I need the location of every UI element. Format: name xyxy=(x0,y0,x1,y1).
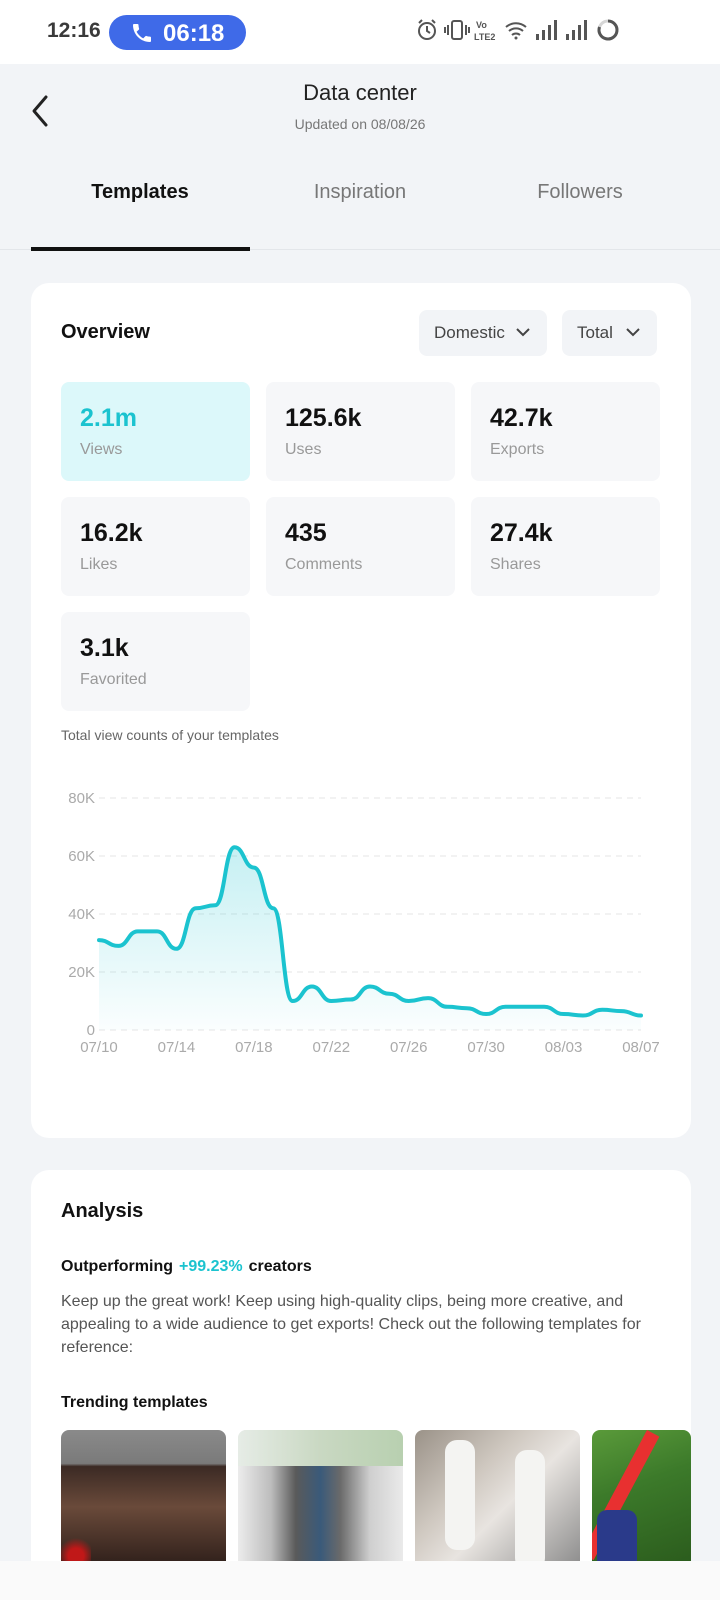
metric-label: Views xyxy=(80,441,123,458)
outperform-prefix: Outperforming xyxy=(61,1258,173,1275)
region-dropdown[interactable]: Domestic xyxy=(419,310,547,356)
signal-icon xyxy=(536,20,557,40)
page-title: Data center xyxy=(303,80,417,105)
x-tick-label: 07/30 xyxy=(467,1039,505,1056)
chevron-down-icon xyxy=(626,328,640,337)
metric-views[interactable]: 2.1m Views xyxy=(61,382,250,481)
trending-title: Trending templates xyxy=(61,1394,208,1411)
outperform-line: Outperforming +99.23% creators xyxy=(61,1258,312,1276)
outperform-percentage: +99.23% xyxy=(179,1258,243,1275)
analysis-text: Keep up the great work! Keep using high-… xyxy=(61,1293,641,1356)
tab-inspiration[interactable]: Inspiration xyxy=(313,181,407,203)
metric-value: 125.6k xyxy=(285,404,362,432)
analysis-title: Analysis xyxy=(61,1200,144,1222)
svg-text:Vo: Vo xyxy=(476,20,487,30)
updated-date: Updated on 08/08/26 xyxy=(294,116,426,132)
y-tick-label: 20K xyxy=(68,964,95,981)
overview-card: Overview Domestic Total 2.1m Views 125.6… xyxy=(31,283,691,1138)
tab-templates[interactable]: Templates xyxy=(91,181,189,203)
volte-icon: Vo LTE2 xyxy=(474,20,495,42)
overview-title: Overview xyxy=(61,321,150,343)
call-duration: 06:18 xyxy=(163,20,225,47)
metric-label: Comments xyxy=(285,556,363,573)
region-dropdown-label: Domestic xyxy=(434,323,505,342)
metric-label: Uses xyxy=(285,441,322,458)
metric-favorited[interactable]: 3.1k Favorited xyxy=(61,612,250,711)
x-tick-label: 07/22 xyxy=(313,1039,351,1056)
active-tab-indicator xyxy=(31,247,250,251)
page-header: Data center Updated on 08/08/26 Template… xyxy=(0,64,720,251)
metric-value: 3.1k xyxy=(80,634,129,662)
x-tick-label: 08/03 xyxy=(545,1039,583,1056)
trending-template-thumbnail[interactable] xyxy=(592,1430,691,1570)
outperform-suffix: creators xyxy=(248,1258,312,1275)
views-line-chart[interactable]: 0 20K 40K 60K 80K 07/10 07/14 07/18 07/22 07/26 0… xyxy=(31,783,691,1083)
trending-template-thumbnail[interactable] xyxy=(61,1430,226,1570)
metric-exports[interactable]: 42.7k Exports xyxy=(471,382,660,481)
analysis-card: Analysis Outperforming +99.23% creators Ke… xyxy=(31,1170,691,1600)
period-dropdown-label: Total xyxy=(577,323,613,342)
alarm-icon xyxy=(418,19,436,40)
y-tick-label: 40K xyxy=(68,906,95,923)
y-tick-label: 60K xyxy=(68,848,95,865)
metric-label: Likes xyxy=(80,556,118,573)
trending-template-thumbnail[interactable] xyxy=(238,1430,403,1570)
metric-label: Favorited xyxy=(80,671,147,688)
back-arrow-icon[interactable] xyxy=(26,91,56,131)
ongoing-call-pill[interactable]: 06:18 xyxy=(109,15,246,50)
metric-likes[interactable]: 16.2k Likes xyxy=(61,497,250,596)
chart-caption: Total view counts of your templates xyxy=(61,727,279,743)
chart-series-line xyxy=(97,845,643,1018)
metric-comments[interactable]: 435 Comments xyxy=(266,497,455,596)
metric-value: 42.7k xyxy=(490,404,553,432)
phone-icon xyxy=(133,24,151,42)
x-tick-label: 08/07 xyxy=(622,1039,660,1056)
x-tick-label: 07/10 xyxy=(80,1039,118,1056)
status-time: 12:16 xyxy=(47,19,101,42)
tab-followers[interactable]: Followers xyxy=(537,181,623,203)
x-tick-label: 07/18 xyxy=(235,1039,273,1056)
period-dropdown[interactable]: Total xyxy=(562,310,657,356)
metric-value: 435 xyxy=(285,519,327,547)
metric-uses[interactable]: 125.6k Uses xyxy=(266,382,455,481)
metric-value: 16.2k xyxy=(80,519,143,547)
x-tick-label: 07/14 xyxy=(158,1039,196,1056)
metric-shares[interactable]: 27.4k Shares xyxy=(471,497,660,596)
y-tick-label: 80K xyxy=(68,790,95,807)
vibrate-icon xyxy=(444,20,470,40)
metric-value: 27.4k xyxy=(490,519,553,547)
signal-icon xyxy=(566,20,587,40)
system-navigation-bar xyxy=(0,1561,720,1600)
x-tick-label: 07/26 xyxy=(390,1039,428,1056)
y-tick-label: 0 xyxy=(87,1022,95,1039)
chart-area-fill xyxy=(99,847,641,1030)
svg-text:LTE2: LTE2 xyxy=(474,32,495,42)
chevron-down-icon xyxy=(516,328,530,337)
status-bar: 12:16 06:18 Vo LTE2 xyxy=(0,0,720,64)
battery-icon xyxy=(597,19,619,41)
metric-value: 2.1m xyxy=(80,404,137,432)
metric-label: Shares xyxy=(490,556,541,573)
wifi-icon xyxy=(505,22,527,40)
trending-template-thumbnail[interactable] xyxy=(415,1430,580,1570)
metric-label: Exports xyxy=(490,441,545,458)
